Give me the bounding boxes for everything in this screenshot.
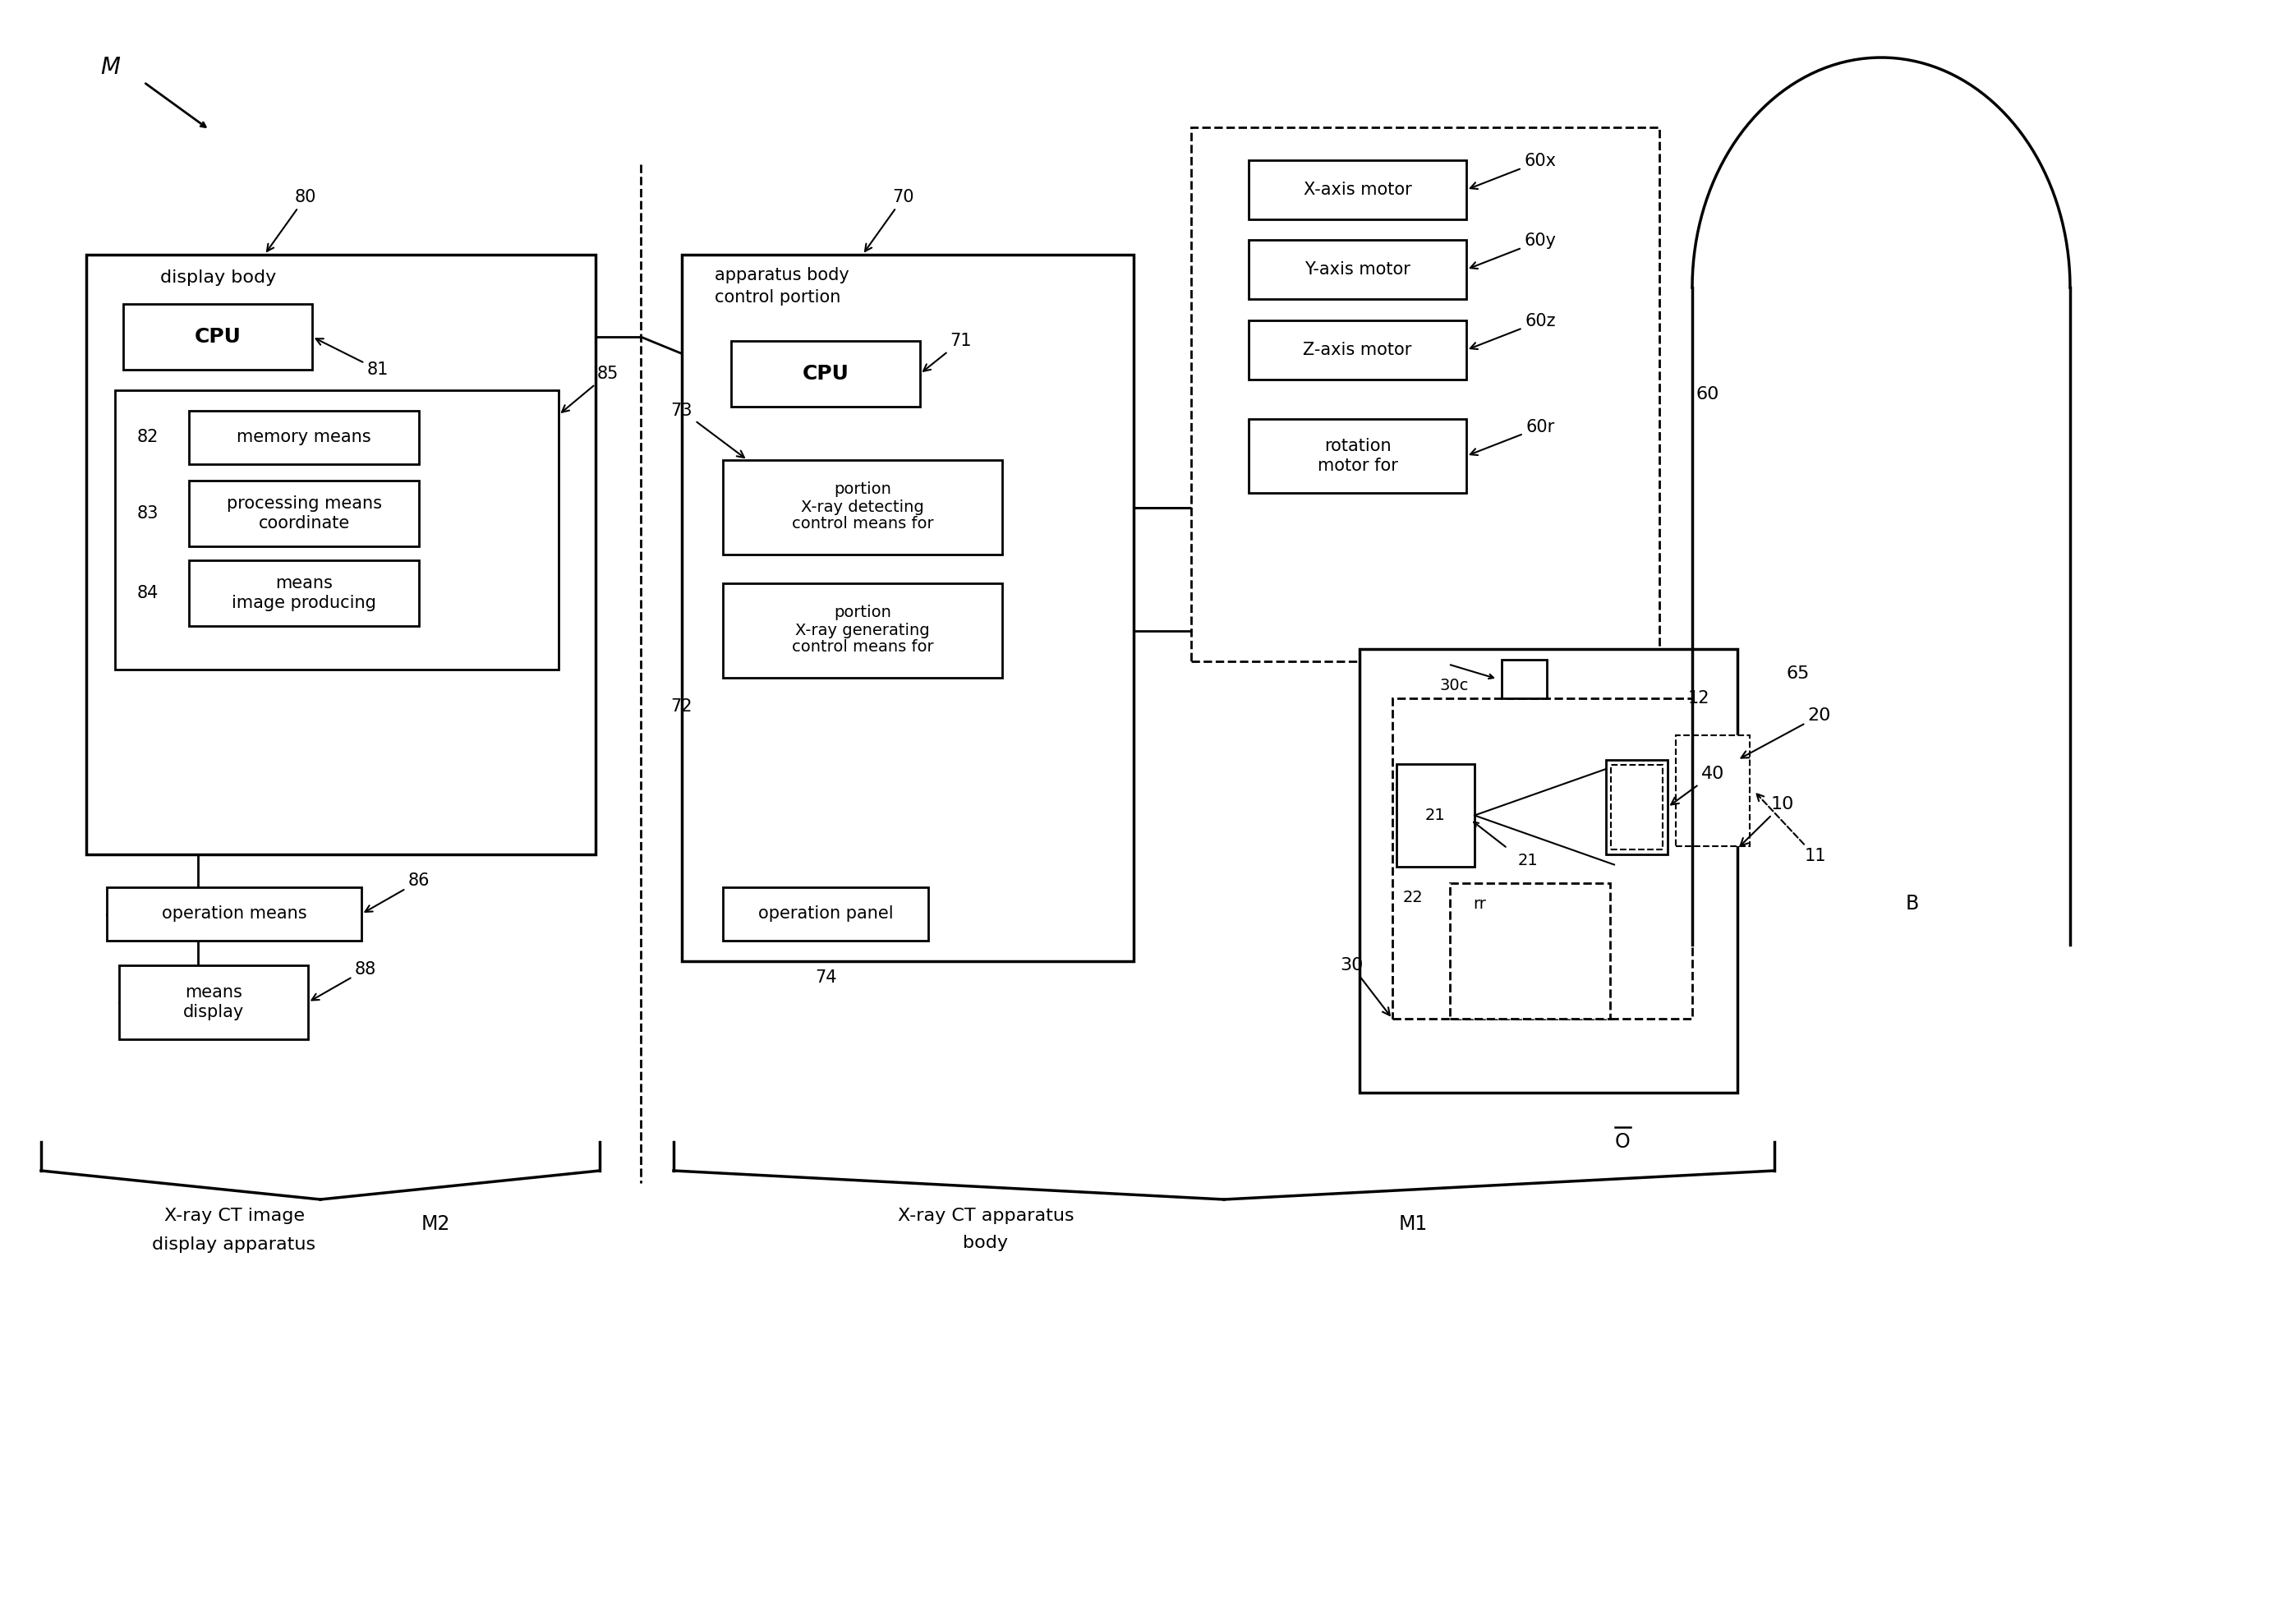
Text: X-ray CT image: X-ray CT image [163,1208,305,1224]
Text: 60z: 60z [1469,312,1557,349]
Text: 12: 12 [1688,690,1711,706]
Text: portion: portion [833,482,891,497]
Text: control means for: control means for [792,516,934,532]
Text: 21: 21 [1426,807,1446,823]
Text: 10: 10 [1740,796,1793,846]
Bar [1396,764,1474,867]
Text: 20: 20 [1740,708,1832,758]
Text: body: body [962,1235,1008,1251]
Text: X-axis motor: X-axis motor [1304,181,1412,199]
Bar [1605,759,1667,854]
Text: 40: 40 [1671,766,1724,804]
Text: motor for: motor for [1318,458,1398,474]
Text: rr: rr [1474,896,1486,912]
Bar [682,255,1134,961]
Text: 86: 86 [365,873,429,912]
Bar [1192,127,1660,662]
Text: 22: 22 [1403,891,1424,905]
Text: X-ray generating: X-ray generating [794,623,930,638]
Text: memory means: memory means [236,429,372,445]
Text: portion: portion [833,604,891,620]
Text: 80: 80 [266,189,317,252]
Bar [723,888,928,940]
Bar [188,561,418,626]
Bar [1359,649,1738,1093]
Bar [188,481,418,546]
Text: 88: 88 [312,961,377,1000]
Text: control portion: control portion [714,290,840,306]
Polygon shape [1474,766,1614,865]
Bar [108,888,360,940]
Text: coordinate: coordinate [257,516,349,532]
Text: 60x: 60x [1469,152,1557,189]
Text: 82: 82 [138,429,158,445]
Text: 30c: 30c [1440,678,1469,694]
Bar [1249,160,1467,219]
Bar [1249,320,1467,380]
Text: display body: display body [161,269,276,285]
Text: apparatus body: apparatus body [714,268,850,284]
Text: operation means: operation means [161,905,308,923]
Text: 81: 81 [317,338,388,378]
Text: 84: 84 [138,585,158,601]
Text: means: means [276,575,333,591]
Text: 83: 83 [138,505,158,522]
Text: image producing: image producing [232,594,377,612]
Text: processing means: processing means [227,495,381,511]
Text: Z-axis motor: Z-axis motor [1304,341,1412,359]
Text: 21: 21 [1518,852,1538,868]
Bar [124,304,312,370]
Text: 30: 30 [1339,956,1389,1016]
Text: X-ray CT apparatus: X-ray CT apparatus [898,1208,1075,1224]
Text: X-ray detecting: X-ray detecting [801,500,923,516]
Bar [1249,240,1467,300]
Text: O: O [1614,1133,1630,1152]
Text: Y-axis motor: Y-axis motor [1304,261,1410,277]
Bar [188,410,418,465]
Text: M1: M1 [1398,1214,1428,1234]
Bar [115,391,558,670]
Bar [1502,660,1548,698]
Text: rotation: rotation [1325,437,1391,455]
Bar [1612,764,1662,849]
Text: 65: 65 [1786,665,1809,682]
Text: 60y: 60y [1469,232,1557,269]
Text: 71: 71 [923,333,971,372]
Text: operation panel: operation panel [758,905,893,923]
Bar [1391,698,1692,1019]
Text: CPU: CPU [195,327,241,346]
Text: control means for: control means for [792,639,934,655]
Text: 11: 11 [1756,795,1825,865]
Bar [723,460,1001,554]
Text: 60r: 60r [1469,420,1554,455]
Bar [1676,735,1750,846]
Text: means: means [186,984,243,1001]
Text: CPU: CPU [801,364,850,383]
Text: display apparatus: display apparatus [152,1237,317,1253]
Bar [1249,420,1467,493]
Text: 85: 85 [563,365,618,412]
Text: 74: 74 [815,969,836,985]
Text: B: B [1906,894,1919,913]
Bar [730,341,921,407]
Text: 73: 73 [670,402,744,458]
Text: display: display [184,1004,243,1020]
Text: 72: 72 [670,698,693,714]
Text: M: M [101,56,119,78]
Bar [723,583,1001,678]
Bar [87,255,595,854]
Text: 60: 60 [1697,386,1720,402]
Text: M2: M2 [420,1214,450,1234]
Bar [1449,883,1609,1019]
Text: 70: 70 [866,189,914,252]
Bar [119,966,308,1040]
